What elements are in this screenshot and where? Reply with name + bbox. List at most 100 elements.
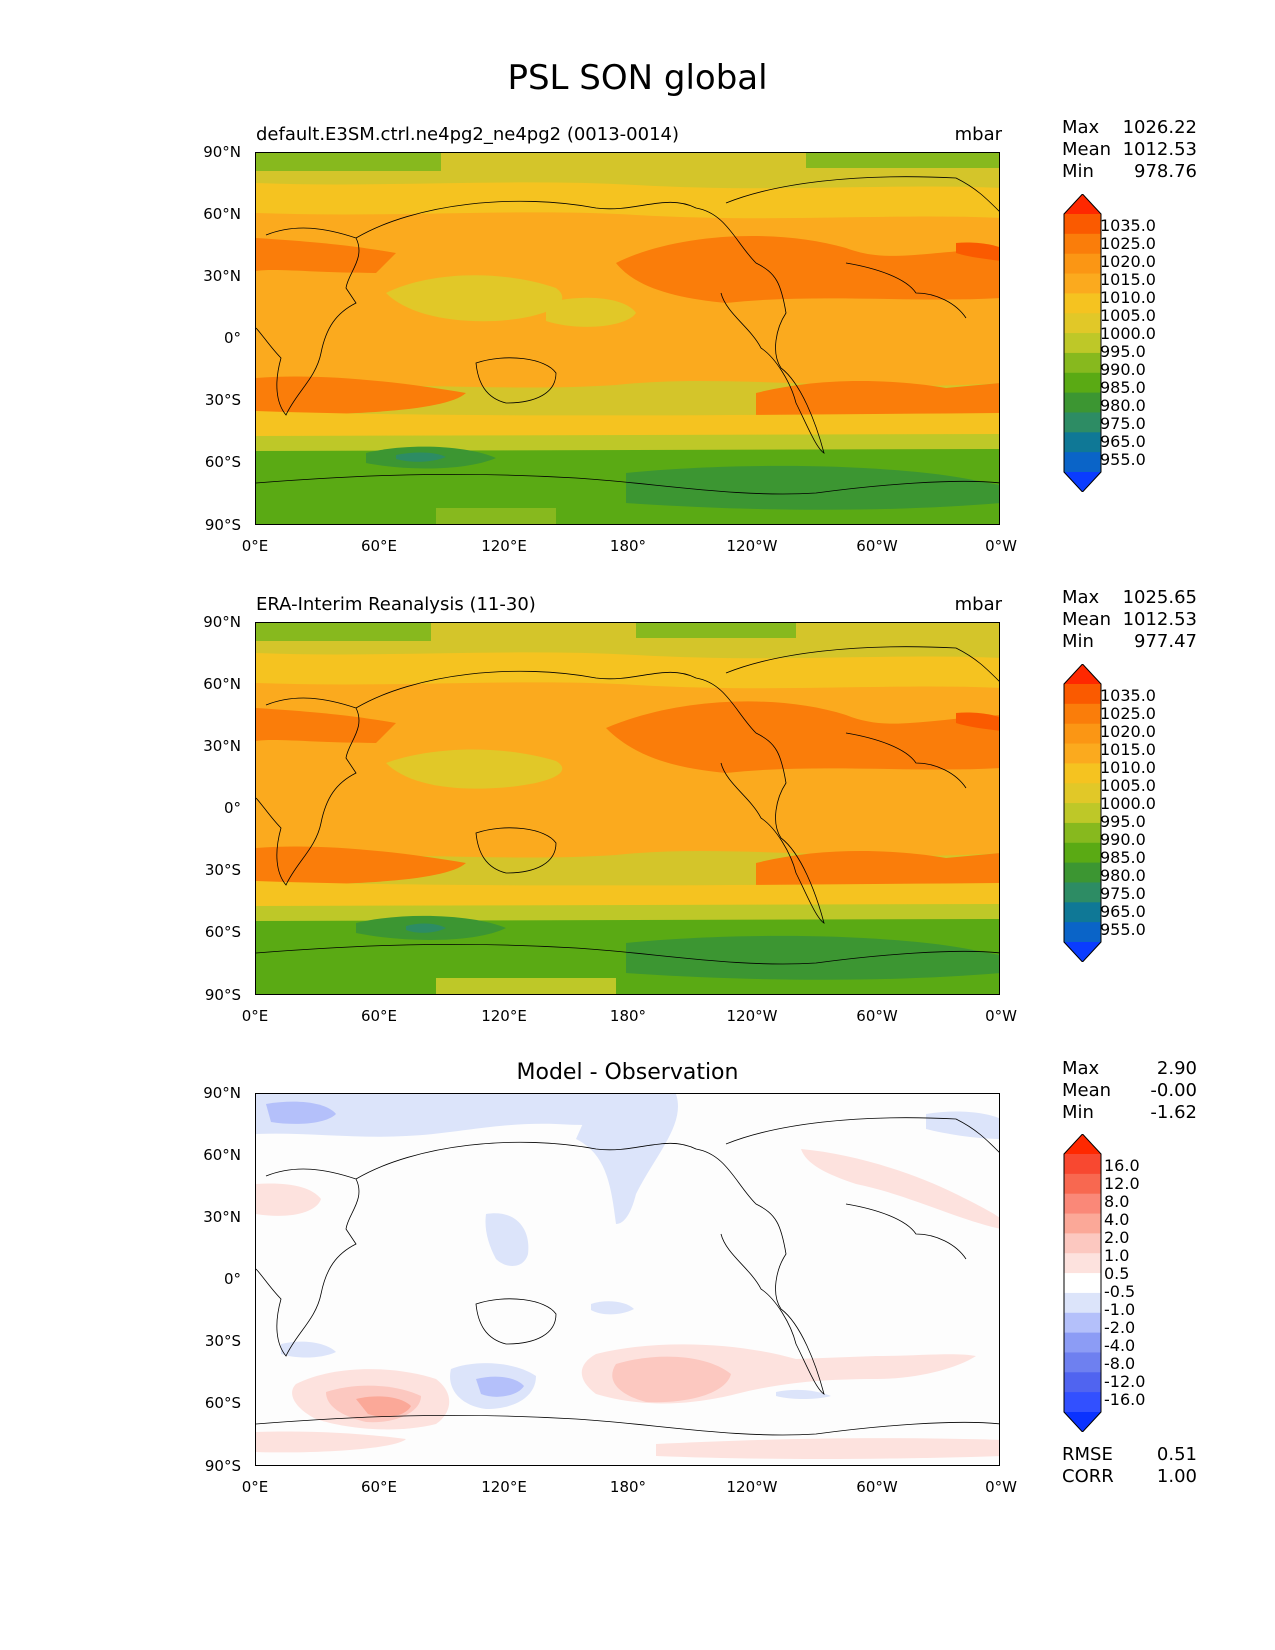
colorbar-swatch	[1064, 352, 1101, 374]
colorbar-label: 16.0	[1104, 1156, 1140, 1175]
colorbar-extend-max	[1064, 194, 1101, 214]
panel-2-lat-tick: 90°N	[203, 613, 241, 631]
colorbar-label: -2.0	[1104, 1318, 1136, 1337]
colorbar-label: 8.0	[1104, 1192, 1130, 1211]
panel-3-colorbar-swatches	[1063, 1133, 1102, 1433]
panel-3-lon-tick: 60°W	[856, 1478, 898, 1496]
colorbar-label: 1000.0	[1100, 794, 1156, 813]
stat-label: Min	[1062, 1102, 1094, 1123]
colorbar-swatch	[1064, 902, 1101, 923]
panel-2-coastlines	[256, 646, 999, 965]
colorbar-label: 955.0	[1100, 920, 1146, 939]
colorbar-label: 980.0	[1100, 866, 1146, 885]
colorbar-label: 1015.0	[1100, 740, 1156, 759]
panel-1-lat-tick: 60°S	[204, 453, 241, 471]
panel-3-lon-tick: 120°E	[481, 1478, 527, 1496]
colorbar-swatch	[1064, 922, 1101, 943]
stat-value: -0.00	[1150, 1080, 1197, 1101]
panel-2-contour-field	[256, 623, 999, 994]
colorbar-label: 995.0	[1100, 812, 1146, 831]
colorbar-swatch	[1064, 412, 1101, 433]
colorbar-swatch	[1064, 253, 1101, 275]
metric-label: RMSE	[1062, 1444, 1113, 1465]
colorbar-swatch	[1064, 862, 1101, 883]
panel-2-colorbar-labels: 1035.0 1025.0 1020.0 1015.0 1010.0 1005.…	[1100, 687, 1156, 939]
colorbar-label: 985.0	[1100, 848, 1146, 867]
colorbar-label: 975.0	[1100, 414, 1146, 433]
panel-3-contour-field	[256, 1094, 999, 1465]
colorbar-outline	[1063, 663, 1102, 963]
panel-2-lat-tick: 90°S	[204, 986, 241, 1004]
colorbar-swatch	[1064, 684, 1101, 705]
panel-1-colorbar	[1060, 193, 1105, 493]
colorbar-label: 4.0	[1104, 1210, 1130, 1229]
panel-2-units: mbar	[954, 594, 1002, 615]
colorbar-swatch	[1064, 703, 1101, 725]
metric-label: CORR	[1062, 1466, 1114, 1487]
colorbar-label: 990.0	[1100, 830, 1146, 849]
colorbar-swatch	[1064, 1292, 1101, 1314]
colorbar-swatch	[1064, 372, 1101, 394]
colorbar-extend-max	[1064, 664, 1101, 684]
panel-2-stats: Max 1025.65 Mean 1012.53 Min 977.47	[1062, 587, 1197, 653]
colorbar-swatch	[1064, 333, 1101, 354]
panel-3-colorbar-labels: 16.0 12.0 8.0 4.0 2.0 1.0 0.5 -0.5 -1.0 …	[1104, 1157, 1145, 1409]
stat-value: 2.90	[1156, 1058, 1197, 1079]
colorbar-extend-max	[1064, 1134, 1101, 1154]
colorbar-swatch	[1064, 783, 1101, 804]
colorbar-label: 1005.0	[1100, 306, 1156, 325]
panel-2-lon-tick: 0°W	[985, 1007, 1017, 1025]
panel-2-colorbar	[1060, 663, 1105, 963]
panel-1-lat-tick: 30°N	[203, 267, 241, 285]
stat-label: Max	[1062, 587, 1100, 608]
colorbar-swatch	[1064, 763, 1101, 784]
colorbar-swatch	[1064, 313, 1101, 334]
colorbar-swatch	[1064, 1352, 1101, 1373]
colorbar-label: -12.0	[1104, 1372, 1146, 1391]
colorbar-swatch	[1064, 273, 1101, 294]
panel-1-stats: Max 1026.22 Mean 1012.53 Min 978.76	[1062, 117, 1197, 183]
colorbar-label: 1020.0	[1100, 722, 1156, 741]
colorbar-label: 1015.0	[1100, 270, 1156, 289]
colorbar-label: 1035.0	[1100, 686, 1156, 705]
panel-3-lat-tick: 60°N	[203, 1146, 241, 1164]
panel-3-lon-tick: 180°	[609, 1478, 647, 1496]
stat-label: Mean	[1062, 1080, 1112, 1101]
colorbar-swatch	[1064, 1312, 1101, 1334]
panel-3-lat-tick: 0°	[223, 1270, 241, 1288]
colorbar-swatch	[1064, 822, 1101, 844]
colorbar-label: -1.0	[1104, 1300, 1136, 1319]
colorbar-swatch	[1064, 214, 1101, 235]
panel-3-coastlines	[256, 1117, 999, 1436]
colorbar-swatch	[1064, 1233, 1101, 1254]
panel-1-colorbar-labels: 1035.0 1025.0 1020.0 1015.0 1010.0 1005.…	[1100, 217, 1156, 469]
panel-2-title: ERA-Interim Reanalysis (11-30)	[256, 594, 536, 615]
panel-1-lat-tick: 0°	[223, 329, 241, 347]
panel-2-lat-tick: 60°N	[203, 675, 241, 693]
colorbar-swatch	[1064, 842, 1101, 864]
panel-3-title: Model - Observation	[516, 1060, 739, 1085]
colorbar-extend-min	[1064, 942, 1101, 962]
metric-value: 1.00	[1156, 1466, 1197, 1487]
figure-title: PSL SON global	[507, 58, 768, 98]
colorbar-swatch	[1064, 233, 1101, 255]
panel-2-lat-tick: 30°S	[204, 861, 241, 879]
stat-value: 1026.22	[1122, 117, 1197, 138]
colorbar-label: 985.0	[1100, 378, 1146, 397]
colorbar-outline	[1063, 193, 1102, 493]
colorbar-swatch	[1064, 1392, 1101, 1413]
colorbar-label: 0.5	[1104, 1264, 1130, 1283]
panel-2-lat-tick: 30°N	[203, 737, 241, 755]
colorbar-label: 1025.0	[1100, 234, 1156, 253]
stat-label: Mean	[1062, 139, 1112, 160]
colorbar-swatch	[1064, 1372, 1101, 1393]
panel-1-lon-tick: 0°W	[985, 537, 1017, 555]
colorbar-label: 965.0	[1100, 432, 1146, 451]
stat-label: Min	[1062, 161, 1094, 182]
panel-1-units: mbar	[954, 124, 1002, 145]
colorbar-swatch	[1064, 452, 1101, 473]
colorbar-label: 1020.0	[1100, 252, 1156, 271]
colorbar-swatch	[1064, 392, 1101, 413]
colorbar-label: -0.5	[1104, 1282, 1136, 1301]
stat-value: 977.47	[1134, 631, 1197, 652]
